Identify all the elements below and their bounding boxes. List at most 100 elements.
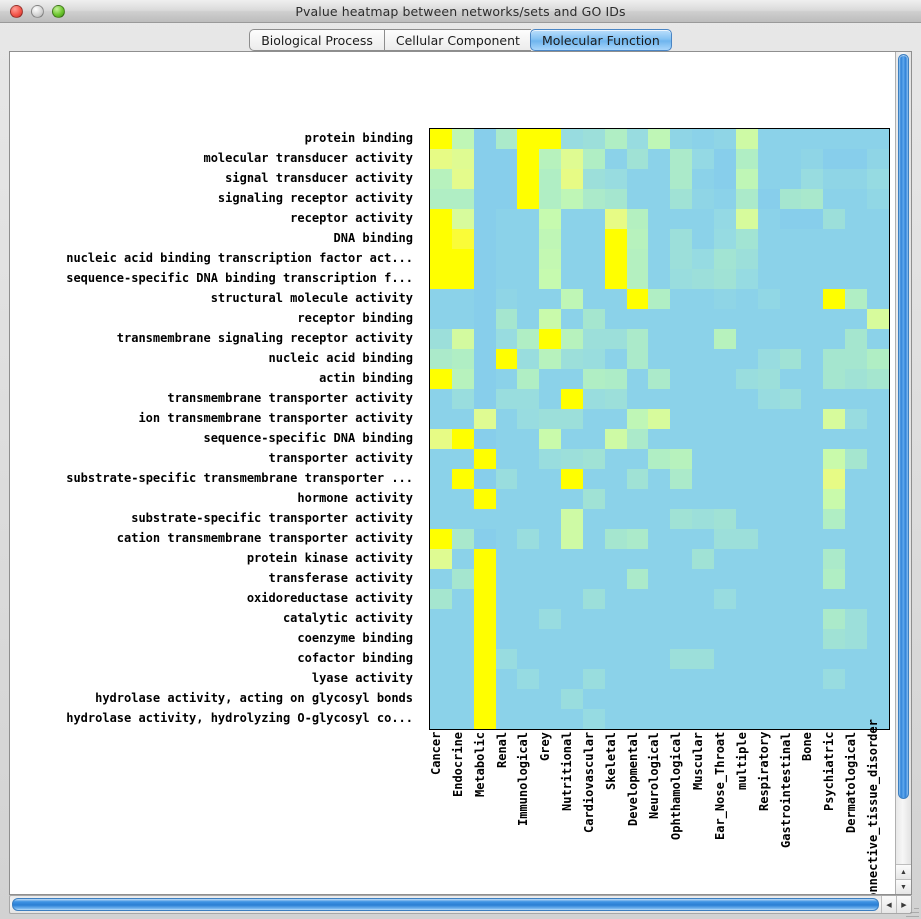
heatmap-cell[interactable] [670,609,693,629]
heatmap-cell[interactable] [495,289,518,309]
heatmap-cell[interactable] [823,369,846,389]
heatmap-cell[interactable] [801,509,824,529]
heatmap-cell[interactable] [845,689,867,709]
heatmap-cell[interactable] [626,389,649,409]
heatmap-cell[interactable] [473,209,496,229]
heatmap-cell[interactable] [473,429,496,449]
heatmap-cell[interactable] [539,449,562,469]
heatmap-cell[interactable] [604,309,627,329]
heatmap-cell[interactable] [713,229,736,249]
heatmap-cell[interactable] [801,269,824,289]
heatmap-cell[interactable] [451,589,474,609]
heatmap-cell[interactable] [517,129,540,149]
heatmap-cell[interactable] [670,549,693,569]
heatmap-cell[interactable] [801,189,824,209]
heatmap-cell[interactable] [779,349,802,369]
heatmap-cell[interactable] [626,589,649,609]
heatmap-cell[interactable] [779,529,802,549]
heatmap-cell[interactable] [845,649,867,669]
heatmap-cell[interactable] [823,349,846,369]
heatmap-cell[interactable] [539,349,562,369]
heatmap-cell[interactable] [451,329,474,349]
heatmap-cell[interactable] [582,509,605,529]
heatmap-cell[interactable] [517,649,540,669]
heatmap-cell[interactable] [845,449,867,469]
heatmap-cell[interactable] [735,429,758,449]
heatmap-cell[interactable] [582,229,605,249]
heatmap-cell[interactable] [779,369,802,389]
heatmap-cell[interactable] [517,469,540,489]
heatmap-cell[interactable] [648,409,671,429]
heatmap-cell[interactable] [866,309,889,329]
heatmap-cell[interactable] [451,289,474,309]
heatmap-cell[interactable] [866,209,889,229]
heatmap-cell[interactable] [670,509,693,529]
heatmap-cell[interactable] [713,249,736,269]
heatmap-cell[interactable] [757,489,780,509]
heatmap-cell[interactable] [692,709,714,729]
heatmap-cell[interactable] [801,469,824,489]
heatmap-cell[interactable] [495,529,518,549]
heatmap-cell[interactable] [866,329,889,349]
heatmap-cell[interactable] [495,489,518,509]
heatmap-cell[interactable] [604,189,627,209]
heatmap-cell[interactable] [626,609,649,629]
heatmap-cell[interactable] [757,129,780,149]
heatmap-cell[interactable] [845,549,867,569]
heatmap-cell[interactable] [692,249,714,269]
heatmap-cell[interactable] [845,629,867,649]
heatmap-cell[interactable] [779,629,802,649]
heatmap-cell[interactable] [648,469,671,489]
heatmap-cell[interactable] [604,529,627,549]
heatmap-cell[interactable] [539,229,562,249]
heatmap-cell[interactable] [801,169,824,189]
heatmap-cell[interactable] [779,549,802,569]
heatmap-cell[interactable] [845,309,867,329]
heatmap-cell[interactable] [779,329,802,349]
heatmap-cell[interactable] [648,549,671,569]
heatmap-cell[interactable] [735,609,758,629]
heatmap-cell[interactable] [670,689,693,709]
heatmap-cell[interactable] [604,289,627,309]
heatmap-cell[interactable] [604,209,627,229]
heatmap-cell[interactable] [430,549,452,569]
heatmap-cell[interactable] [823,429,846,449]
heatmap-cell[interactable] [670,209,693,229]
heatmap-cell[interactable] [648,149,671,169]
heatmap-cell[interactable] [561,689,583,709]
heatmap-cell[interactable] [866,609,889,629]
heatmap-cell[interactable] [517,149,540,169]
heatmap-cell[interactable] [866,249,889,269]
heatmap-cell[interactable] [735,349,758,369]
heatmap-cell[interactable] [801,709,824,729]
heatmap-cell[interactable] [779,489,802,509]
heatmap-cell[interactable] [713,269,736,289]
heatmap-cell[interactable] [451,249,474,269]
heatmap-cell[interactable] [539,369,562,389]
heatmap-cell[interactable] [713,489,736,509]
heatmap-cell[interactable] [735,389,758,409]
heatmap-cell[interactable] [604,629,627,649]
heatmap-cell[interactable] [451,409,474,429]
heatmap-cell[interactable] [451,389,474,409]
heatmap-cell[interactable] [823,489,846,509]
heatmap-cell[interactable] [582,189,605,209]
heatmap-cell[interactable] [866,409,889,429]
heatmap-cell[interactable] [670,249,693,269]
heatmap-cell[interactable] [473,629,496,649]
heatmap-cell[interactable] [604,169,627,189]
heatmap-cell[interactable] [866,269,889,289]
heatmap-cell[interactable] [648,229,671,249]
heatmap-cell[interactable] [451,669,474,689]
heatmap-cell[interactable] [866,489,889,509]
heatmap-cell[interactable] [670,229,693,249]
heatmap-cell[interactable] [451,189,474,209]
heatmap-cell[interactable] [692,229,714,249]
heatmap-cell[interactable] [845,189,867,209]
heatmap-cell[interactable] [735,469,758,489]
heatmap-cell[interactable] [473,669,496,689]
heatmap-cell[interactable] [561,149,583,169]
heatmap-cell[interactable] [473,189,496,209]
heatmap-cell[interactable] [626,329,649,349]
heatmap-cell[interactable] [495,229,518,249]
